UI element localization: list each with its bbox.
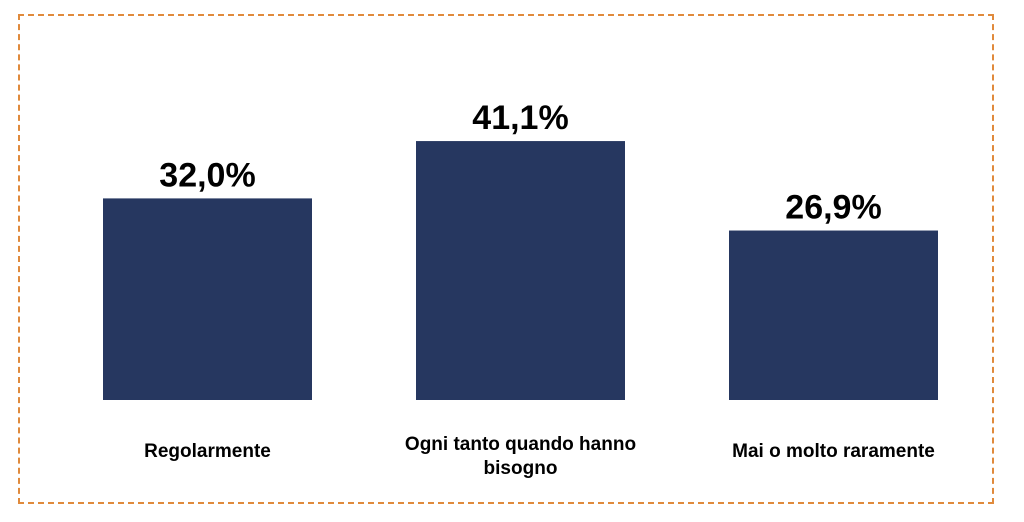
category-label-1: Regolarmente <box>144 441 271 462</box>
category-labels-layer: Regolarmente Ogni tanto quando hanno bisog… <box>144 434 935 479</box>
bars-layer <box>103 141 938 400</box>
category-label-1-line-1: Regolarmente <box>144 441 271 462</box>
category-label-3-line-1: Mai o molto raramente <box>732 441 935 462</box>
bar-2 <box>416 141 625 400</box>
bar-1 <box>103 198 312 400</box>
value-label-3: 26,9% <box>785 189 881 227</box>
chart-frame <box>18 14 994 504</box>
category-label-2: Ogni tanto quando hanno bisogno <box>405 434 636 479</box>
category-label-2-line-2: bisogno <box>484 458 558 479</box>
category-label-3: Mai o molto raramente <box>732 441 935 462</box>
category-label-2-line-1: Ogni tanto quando hanno <box>405 434 636 455</box>
value-labels-layer: 32,0% 41,1% 26,9% <box>159 99 881 226</box>
bar-3 <box>729 230 938 400</box>
value-label-1: 32,0% <box>159 156 255 194</box>
value-label-2: 41,1% <box>472 99 568 137</box>
